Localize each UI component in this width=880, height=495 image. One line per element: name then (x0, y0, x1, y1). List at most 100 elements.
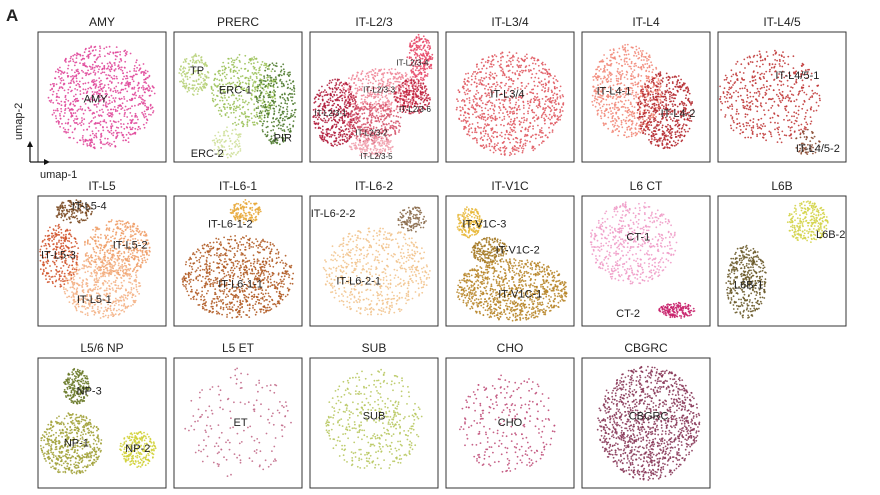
scatter-point (531, 134, 534, 137)
scatter-point (123, 109, 126, 112)
scatter-point (100, 87, 102, 90)
scatter-point (55, 83, 58, 86)
scatter-point (389, 111, 392, 113)
scatter-point (357, 79, 360, 82)
scatter-point (87, 99, 90, 102)
scatter-point (456, 98, 458, 101)
scatter-point (103, 47, 106, 50)
scatter-point (82, 82, 85, 85)
scatter-point (244, 111, 246, 113)
scatter-point (398, 124, 400, 127)
scatter-point (261, 61, 264, 63)
scatter-point (121, 134, 124, 137)
scatter-point (108, 96, 110, 99)
scatter-point (65, 98, 67, 101)
scatter-point (352, 105, 354, 108)
scatter-point (529, 140, 531, 143)
scatter-point (522, 147, 525, 150)
scatter-point (363, 98, 366, 101)
scatter-point (98, 100, 101, 103)
scatter-point (352, 133, 355, 136)
scatter-point (373, 78, 376, 81)
scatter-point (271, 96, 274, 99)
scatter-point (91, 139, 93, 142)
scatter-point (200, 70, 202, 73)
scatter-point (487, 113, 490, 116)
scatter-point (242, 123, 245, 126)
scatter-point (334, 143, 336, 146)
scatter-point (421, 67, 424, 70)
scatter-point (535, 105, 538, 107)
scatter-point (353, 78, 356, 80)
scatter-point (293, 111, 296, 114)
scatter-point (648, 64, 651, 67)
scatter-point (256, 122, 259, 125)
scatter-point (638, 118, 640, 121)
scatter-point (267, 101, 270, 103)
scatter-point (64, 105, 66, 107)
scatter-point (626, 78, 629, 80)
scatter-point (286, 87, 289, 89)
scatter-point (374, 95, 377, 98)
scatter-point (55, 92, 58, 95)
scatter-point (423, 87, 426, 89)
scatter-point (540, 80, 543, 83)
scatter-point (504, 137, 506, 140)
scatter-point (293, 85, 295, 87)
scatter-point (356, 138, 359, 141)
scatter-point (505, 82, 507, 85)
scatter-point (108, 142, 111, 145)
scatter-point (294, 102, 296, 104)
scatter-point (270, 137, 273, 140)
scatter-point (75, 77, 78, 80)
scatter-point (127, 82, 130, 85)
scatter-point (620, 82, 623, 85)
scatter-point (278, 111, 280, 114)
scatter-point (519, 70, 521, 73)
scatter-point (90, 145, 92, 148)
scatter-point (245, 76, 248, 79)
scatter-point (60, 110, 63, 113)
scatter-point (134, 104, 136, 107)
scatter-point (98, 93, 101, 96)
scatter-point (117, 127, 120, 129)
scatter-point (352, 74, 354, 77)
scatter-point (502, 56, 504, 58)
scatter-point (394, 129, 396, 132)
scatter-point (420, 96, 422, 99)
scatter-point (508, 51, 511, 54)
scatter-point (92, 132, 94, 135)
scatter-point (234, 70, 237, 73)
scatter-point (142, 88, 145, 91)
scatter-point (423, 67, 426, 70)
scatter-point (185, 85, 188, 88)
scatter-point (60, 79, 63, 82)
scatter-point (528, 104, 531, 107)
scatter-point (407, 78, 410, 81)
scatter-point (426, 67, 428, 70)
scatter-point (366, 119, 369, 121)
scatter-point (487, 56, 490, 59)
scatter-point (606, 57, 608, 60)
scatter-point (379, 98, 382, 101)
scatter-point (97, 130, 100, 132)
scatter-point (421, 88, 424, 90)
scatter-point (506, 113, 509, 116)
scatter-point (251, 72, 254, 74)
scatter-point (472, 137, 474, 140)
scatter-point (526, 93, 529, 95)
scatter-point (285, 80, 288, 83)
scatter-point (178, 68, 181, 70)
scatter-point (214, 134, 217, 137)
scatter-point (424, 49, 426, 52)
scatter-point (423, 54, 425, 57)
scatter-point (556, 115, 559, 117)
scatter-point (476, 141, 478, 144)
scatter-point (186, 75, 189, 78)
scatter-point (109, 88, 112, 90)
scatter-point (326, 134, 328, 137)
scatter-point (512, 112, 515, 115)
scatter-point (549, 118, 551, 121)
scatter-point (106, 62, 109, 65)
scatter-point (491, 102, 494, 105)
